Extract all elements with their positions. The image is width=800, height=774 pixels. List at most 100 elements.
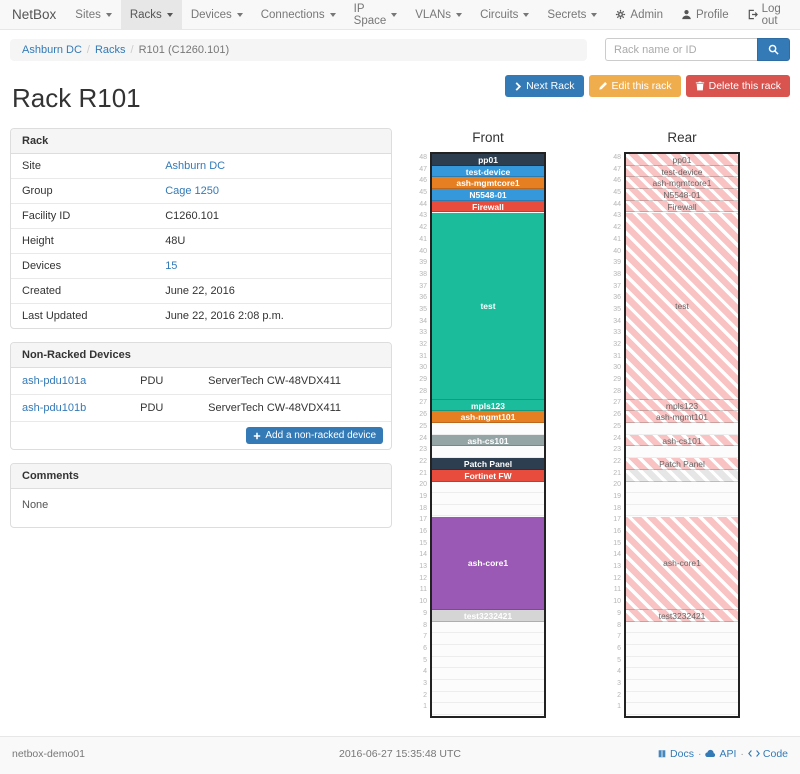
chevron-right-icon	[514, 81, 522, 91]
add-non-racked-device-label: Add a non-racked device	[265, 430, 376, 441]
rack-device[interactable]: ash-cs101	[432, 434, 544, 447]
rack-unit-slot[interactable]	[432, 679, 544, 692]
rack-device[interactable]: test3232421	[626, 610, 738, 622]
delete-rack-button[interactable]: Delete this rack	[685, 75, 790, 97]
nav-item-vlans[interactable]: VLANs	[406, 0, 471, 29]
nav-item-logout[interactable]: Log out	[738, 0, 792, 29]
rack-device[interactable]: ash-core1	[626, 516, 738, 611]
rack-unit-slot[interactable]	[432, 446, 544, 458]
nav-item-racks[interactable]: Racks	[120, 0, 182, 29]
nav-item-connections[interactable]: Connections	[252, 0, 345, 29]
search-input[interactable]	[605, 38, 757, 61]
rack-unit-slot[interactable]	[626, 703, 738, 715]
rack-unit-slot[interactable]	[626, 422, 738, 435]
nav-item-sites[interactable]: Sites	[66, 0, 121, 29]
unit-number: 18	[613, 504, 621, 512]
rack-device[interactable]: Firewall	[432, 200, 544, 213]
rack-unit-slot[interactable]	[432, 703, 544, 715]
rack-device[interactable]	[626, 469, 738, 482]
unit-number: 14	[419, 551, 427, 559]
navbar-brand[interactable]: NetBox	[12, 7, 57, 22]
table-row: Created June 22, 2016	[11, 278, 391, 303]
unit-number: 21	[419, 469, 427, 477]
rack-device[interactable]: pp01	[626, 154, 738, 166]
unit-number: 39	[613, 259, 621, 267]
footer-separator: ·	[740, 747, 744, 760]
unit-number: 14	[613, 551, 621, 559]
rack-unit-slot[interactable]	[432, 656, 544, 669]
rack-unit-slot[interactable]	[626, 446, 738, 458]
nav-item-circuits[interactable]: Circuits	[471, 0, 538, 29]
rack-unit-slot[interactable]	[432, 504, 544, 517]
rack-device[interactable]: test-device	[432, 165, 544, 178]
rack-device[interactable]: N5548-01	[626, 189, 738, 201]
rack-device[interactable]: Fortinet FW	[432, 469, 544, 482]
unit-number: 9	[423, 609, 427, 617]
chevron-down-icon	[523, 12, 530, 17]
nav-item-secrets[interactable]: Secrets	[538, 0, 606, 29]
rack-device[interactable]: ash-mgmtcore1	[626, 177, 738, 190]
rack-device[interactable]: test3232421	[432, 610, 544, 622]
rack-unit-slot[interactable]	[626, 656, 738, 669]
api-link[interactable]: API	[705, 748, 736, 760]
rack-device[interactable]: ash-mgmt101	[626, 411, 738, 424]
device-link[interactable]: ash-pdu101b	[22, 402, 87, 414]
attribute-value[interactable]: Ashburn DC	[165, 160, 226, 172]
unit-number: 44	[419, 200, 427, 208]
rack-unit-slot[interactable]	[626, 504, 738, 517]
rack-unit-slot[interactable]	[432, 644, 544, 657]
rack-unit-slot[interactable]	[626, 633, 738, 645]
rear-elevation: Rear 48 47 46 45 44 43 42 41 40 39 38 37 36 35 34 33 32 3…	[610, 128, 740, 718]
docs-link[interactable]: Docs	[657, 748, 694, 760]
rack-device[interactable]: N5548-01	[432, 189, 544, 201]
rack-unit-slot[interactable]	[626, 644, 738, 657]
rack-unit-slot[interactable]	[432, 633, 544, 645]
rack-unit-slot[interactable]	[626, 668, 738, 680]
nav-item-profile[interactable]: Profile	[672, 0, 738, 29]
rack-device[interactable]: ash-cs101	[626, 434, 738, 447]
next-rack-button[interactable]: Next Rack	[505, 75, 584, 97]
add-non-racked-device-button[interactable]: Add a non-racked device	[246, 427, 383, 444]
search-button[interactable]	[757, 38, 790, 61]
unit-number: 20	[613, 481, 621, 489]
nav-item-ip-space[interactable]: IP Space	[345, 0, 407, 29]
unit-number: 37	[419, 282, 427, 290]
rack-device[interactable]: Firewall	[626, 200, 738, 213]
rack-device[interactable]: Patch Panel	[432, 458, 544, 470]
rack-device[interactable]: ash-core1	[432, 516, 544, 611]
rack-device[interactable]: ash-mgmt101	[432, 411, 544, 424]
edit-rack-button[interactable]: Edit this rack	[588, 75, 681, 97]
rack-unit-slot[interactable]	[626, 481, 738, 493]
nav-item-devices[interactable]: Devices	[182, 0, 252, 29]
non-racked-footer: Add a non-racked device	[11, 421, 391, 449]
rack-device[interactable]: ash-mgmtcore1	[432, 177, 544, 190]
rack-unit-slot[interactable]	[626, 492, 738, 505]
device-link[interactable]: ash-pdu101a	[22, 375, 87, 387]
rack-device[interactable]: mpls123	[432, 399, 544, 412]
rack-device[interactable]: test	[432, 212, 544, 400]
unit-number: 47	[613, 165, 621, 173]
code-link[interactable]: Code	[748, 748, 788, 760]
rack-unit-slot[interactable]	[432, 668, 544, 680]
rack-unit-slot[interactable]	[432, 691, 544, 704]
topbar: Ashburn DC / Racks / R101 (C1260.101)	[0, 30, 800, 67]
rack-device[interactable]: test	[626, 212, 738, 400]
code-icon	[748, 749, 760, 758]
rack-unit-slot[interactable]	[432, 492, 544, 505]
rack-unit-slot[interactable]	[626, 679, 738, 692]
nav-item-admin[interactable]: Admin	[606, 0, 672, 29]
unit-number: 18	[419, 504, 427, 512]
rack-device[interactable]: Patch Panel	[626, 458, 738, 470]
rack-device[interactable]: test-device	[626, 165, 738, 178]
breadcrumb-racks-link[interactable]: Racks	[94, 43, 126, 56]
rack-unit-slot[interactable]	[432, 422, 544, 435]
rack-device[interactable]: mpls123	[626, 399, 738, 412]
rack-unit-slot[interactable]	[626, 691, 738, 704]
attribute-value[interactable]: 15	[165, 260, 178, 272]
rack-unit-slot[interactable]	[432, 481, 544, 493]
rack-device[interactable]: pp01	[432, 154, 544, 166]
attribute-value[interactable]: Cage 1250	[165, 185, 220, 197]
rack-unit-slot[interactable]	[626, 621, 738, 634]
rack-unit-slot[interactable]	[432, 621, 544, 634]
breadcrumb-site-link[interactable]: Ashburn DC	[22, 43, 82, 56]
